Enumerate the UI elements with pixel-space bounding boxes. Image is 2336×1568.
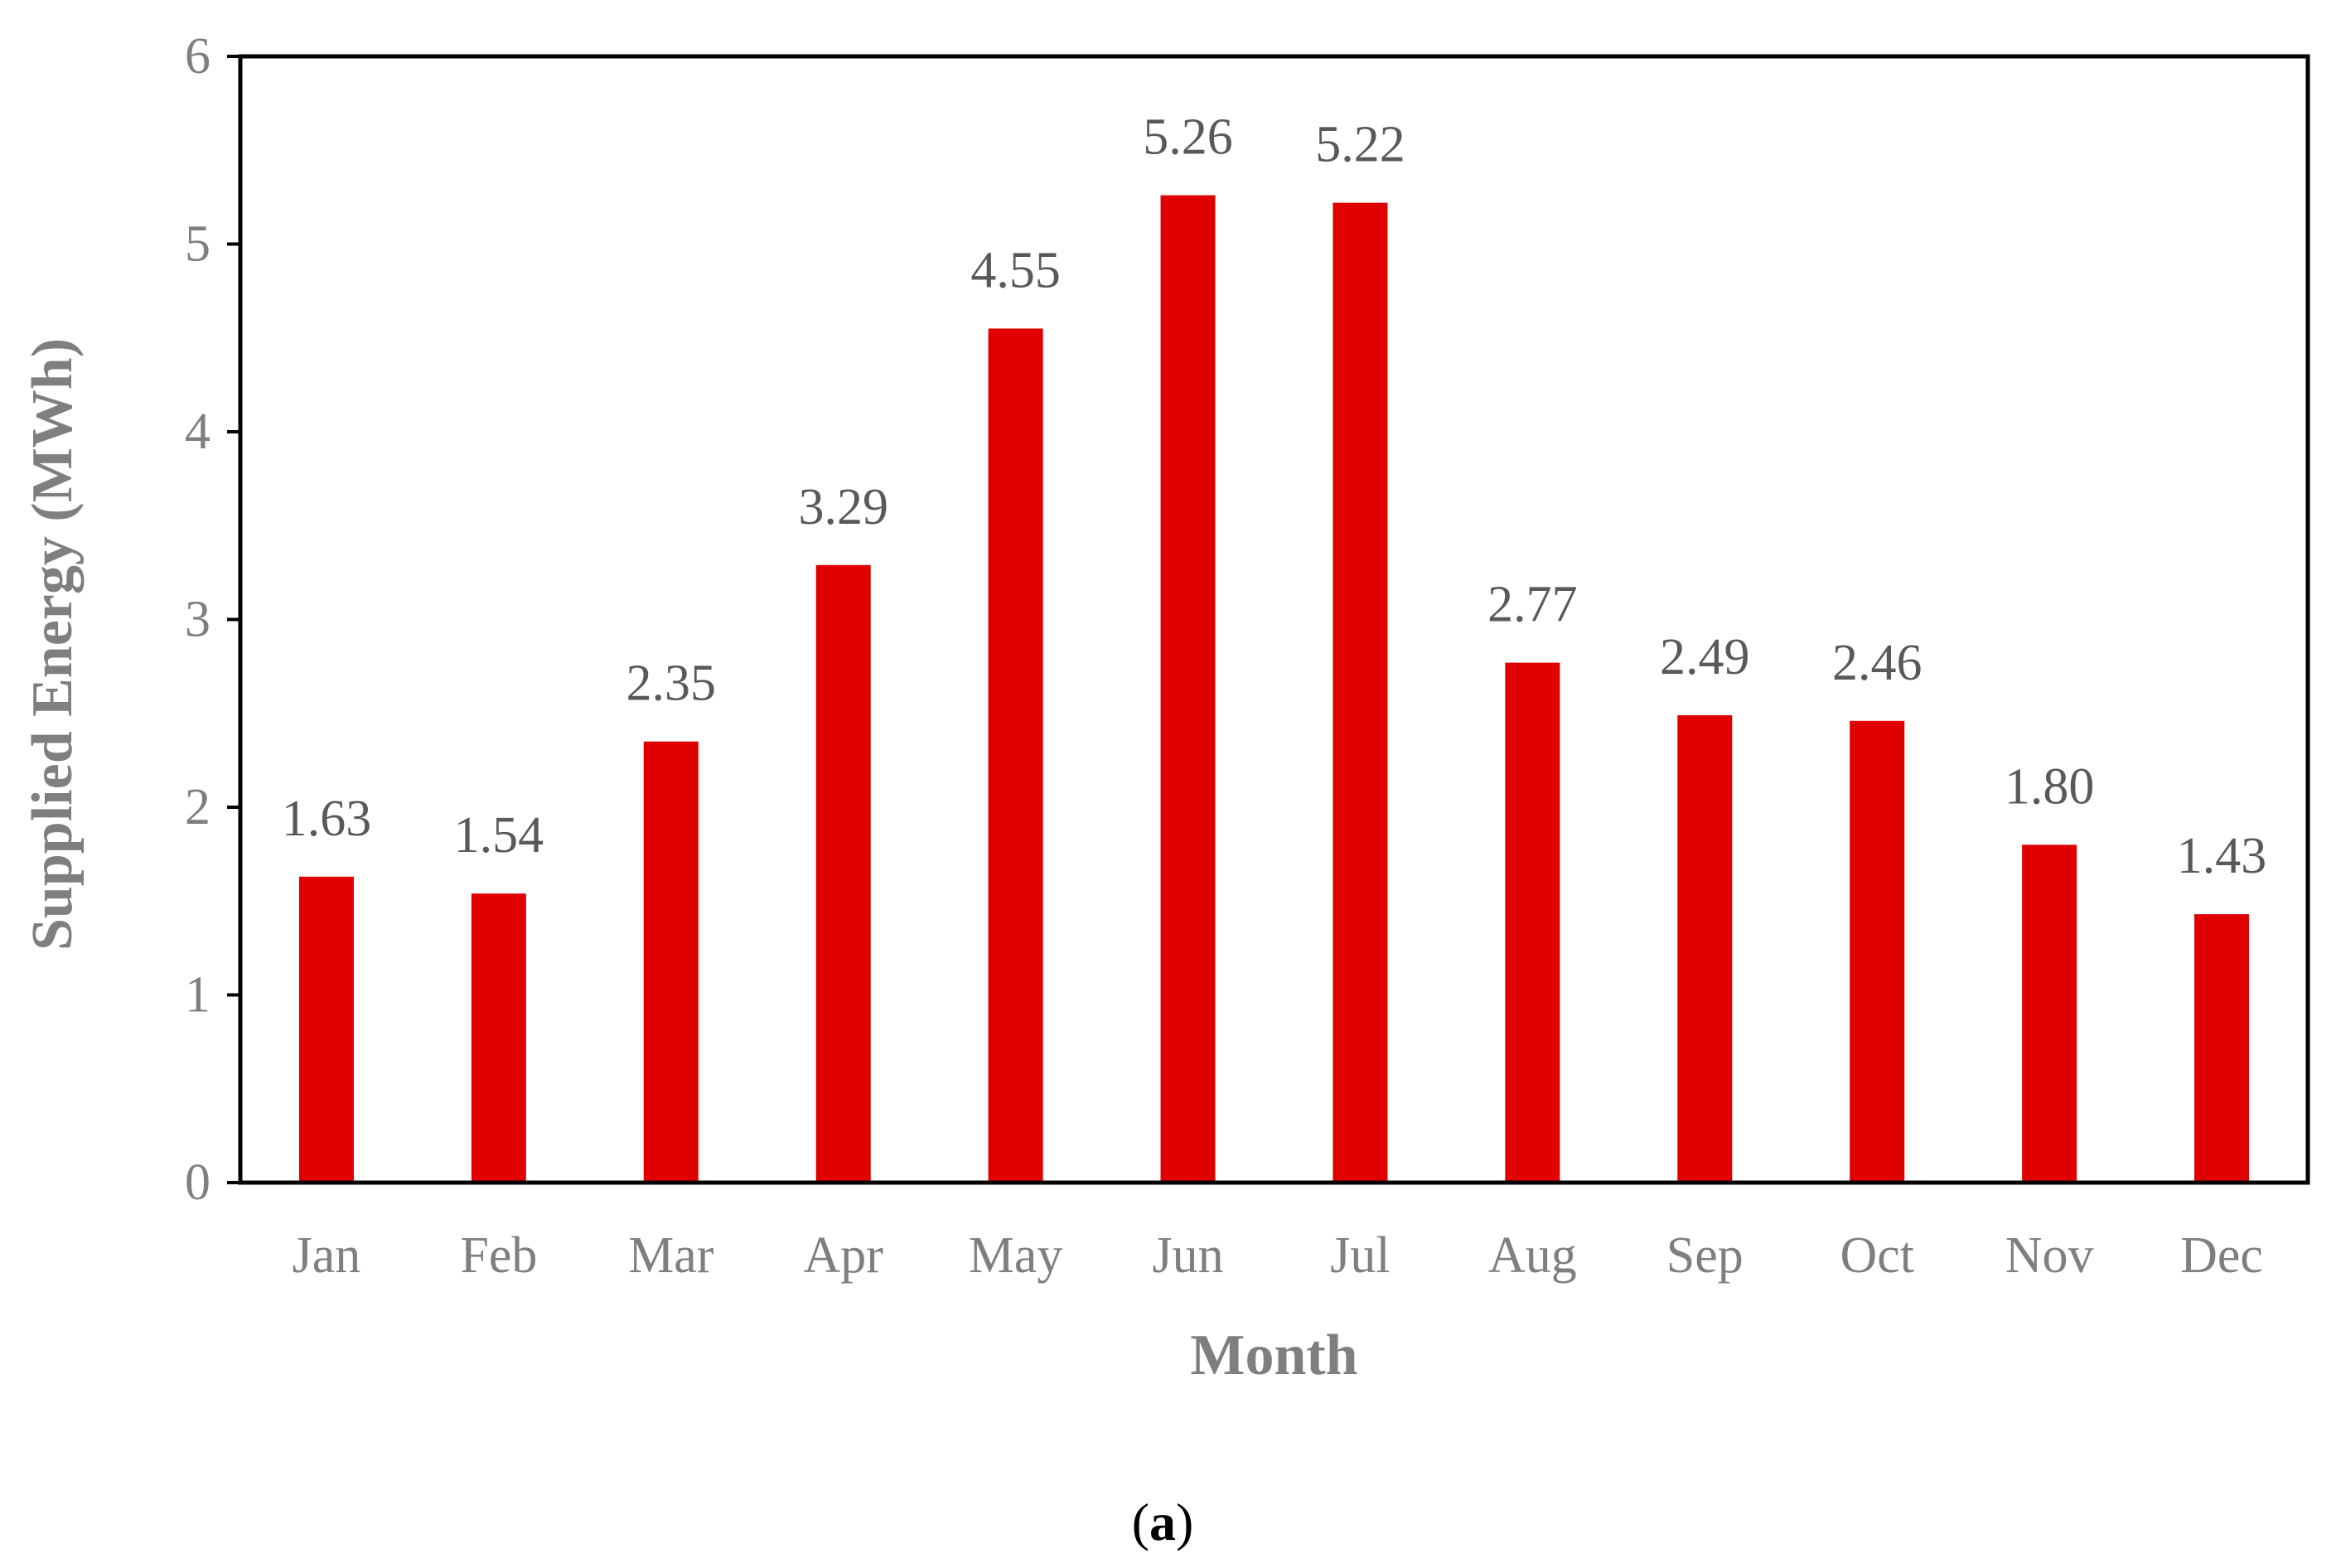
bar-aug: [1505, 662, 1560, 1183]
y-tick-label: 5: [185, 216, 210, 273]
bar-apr: [815, 564, 871, 1183]
x-tick-label-jul: Jul: [1330, 1227, 1390, 1284]
y-tick-label: 6: [185, 28, 210, 85]
bars: [298, 195, 2250, 1183]
x-tick-label-feb: Feb: [460, 1227, 537, 1284]
bar-dec: [2194, 914, 2250, 1183]
bar-feb: [471, 893, 526, 1183]
figure-caption: (a): [1132, 1493, 1194, 1551]
data-label-mar: 2.35: [626, 656, 717, 712]
bar-nov: [2022, 844, 2077, 1183]
data-label-jul: 5.22: [1315, 117, 1405, 173]
bar-oct: [1850, 720, 1905, 1183]
x-tick-label-apr: Apr: [803, 1227, 883, 1284]
x-axis-title: Month: [1190, 1324, 1357, 1387]
data-label-jun: 5.26: [1143, 109, 1233, 166]
x-tick-label-aug: Aug: [1488, 1227, 1577, 1284]
y-tick-label: 3: [185, 592, 210, 648]
bar-jul: [1332, 202, 1388, 1183]
data-label-apr: 3.29: [798, 479, 888, 535]
y-axis-title: Supplied Energy (MWh): [21, 338, 85, 951]
x-tick-label-may: May: [969, 1227, 1063, 1284]
bar-mar: [643, 741, 699, 1183]
bar-jun: [1160, 195, 1216, 1183]
bar-sep: [1677, 715, 1733, 1183]
x-tick-label-mar: Mar: [628, 1227, 714, 1284]
bar-jan: [298, 876, 354, 1183]
x-axis-ticks: Jan Feb Mar Apr May Jun Jul Aug Sep Oct Nov Dec: [293, 1227, 2263, 1284]
x-tick-label-dec: Dec: [2180, 1227, 2263, 1284]
data-label-dec: 1.43: [2177, 828, 2267, 884]
data-label-may: 4.55: [970, 242, 1061, 298]
data-label-sep: 2.49: [1660, 629, 1750, 685]
y-tick-label: 0: [185, 1154, 210, 1211]
caption-close: ): [1176, 1493, 1193, 1551]
y-axis-ticks: 0 1 2 3 4 5 6: [185, 28, 240, 1211]
data-labels: 1.63 1.54 2.35 3.29 4.55 5.26 5.22 2.77 2.49 2.46…: [282, 109, 2267, 884]
data-label-feb: 1.54: [454, 807, 544, 864]
x-tick-label-jan: Jan: [293, 1227, 361, 1284]
data-label-aug: 2.77: [1487, 577, 1578, 633]
bar-may: [988, 328, 1043, 1183]
x-tick-label-oct: Oct: [1840, 1227, 1914, 1284]
caption-letter: a: [1149, 1493, 1176, 1551]
plot-area-frame: [238, 54, 2310, 1185]
x-tick-label-jun: Jun: [1152, 1227, 1223, 1284]
y-tick-label: 2: [185, 779, 210, 835]
caption-open: (: [1132, 1493, 1149, 1551]
y-tick-label: 4: [185, 404, 210, 460]
x-tick-label-nov: Nov: [2005, 1227, 2094, 1284]
data-label-jan: 1.63: [282, 791, 372, 847]
y-tick-label: 1: [185, 967, 210, 1024]
x-tick-label-sep: Sep: [1666, 1227, 1744, 1284]
data-label-oct: 2.46: [1832, 635, 1922, 691]
data-label-nov: 1.80: [2005, 758, 2095, 815]
